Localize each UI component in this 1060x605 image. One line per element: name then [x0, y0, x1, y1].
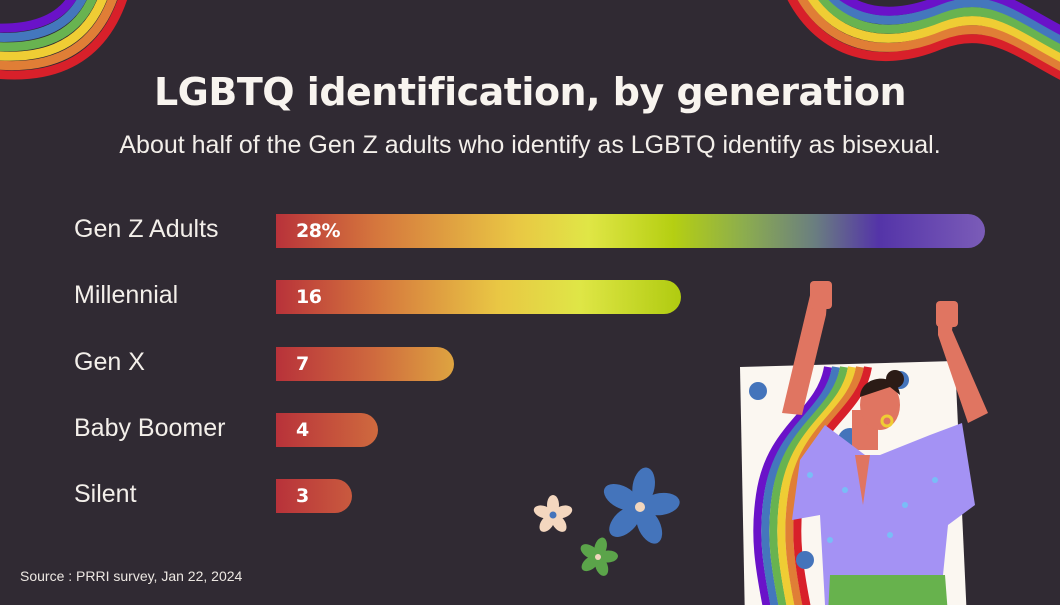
bar-millennial: 16	[276, 280, 681, 314]
celebrating-person-illustration	[740, 281, 988, 605]
bar-value-label: 7	[296, 353, 309, 375]
rainbow-wave-right-illustration	[787, 0, 1060, 80]
bar-row-baby-boomer: Baby Boomer 4	[0, 413, 1000, 447]
category-label: Baby Boomer	[74, 414, 226, 442]
bar-value-label: 4	[296, 419, 309, 441]
category-label: Gen Z Adults	[74, 215, 219, 243]
category-label: Millennial	[74, 281, 179, 309]
bar-row-gen-x: Gen X 7	[0, 347, 1000, 381]
bar-value-label: 16	[296, 286, 322, 308]
category-label: Gen X	[74, 348, 145, 376]
bar-gen-z: 28%	[276, 214, 985, 248]
bar-row-gen-z: Gen Z Adults 28%	[0, 214, 1000, 248]
bar-value-label: 3	[296, 485, 309, 507]
bar-silent: 3	[276, 479, 352, 513]
bar-gen-x: 7	[276, 347, 454, 381]
chart-title: LGBTQ identification, by generation	[153, 70, 907, 114]
chart-subtitle: About half of the Gen Z adults who ident…	[119, 131, 941, 159]
flowers-illustration	[533, 467, 680, 576]
rainbow-corner-left-illustration	[0, 0, 127, 80]
bar-row-silent: Silent 3	[0, 479, 1000, 513]
bar-baby-boomer: 4	[276, 413, 378, 447]
bar-value-label: 28%	[296, 220, 340, 242]
category-label: Silent	[74, 480, 137, 508]
bar-row-millennial: Millennial 16	[0, 280, 1000, 314]
source-note: Source : PRRI survey, Jan 22, 2024	[20, 568, 243, 584]
